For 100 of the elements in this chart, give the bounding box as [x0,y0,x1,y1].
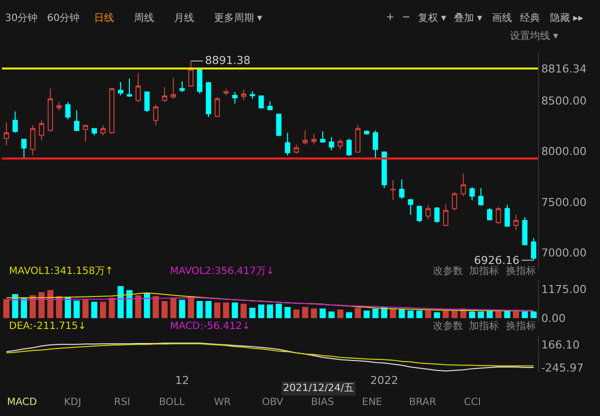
bar [82,300,89,318]
text: 叠加 ▾ [454,12,482,24]
bar [337,309,344,318]
bar [47,290,54,318]
line-series [6,297,534,311]
bar [408,310,414,318]
candlestick [240,88,246,101]
candlestick [469,186,475,201]
candlestick [162,86,168,103]
candlestick [144,90,150,113]
annotation: 换指标 [506,265,536,277]
candlestick [153,104,158,126]
candlestick [294,144,300,154]
bar [416,310,422,318]
y-tick-label: 1175.00 [541,282,587,296]
x-tick-label: 12 [175,374,190,388]
candlestick [206,81,212,118]
candlestick [12,110,18,134]
text: KDJ [64,397,82,408]
bar [135,295,142,318]
candlestick [443,204,448,227]
candlestick [232,92,238,104]
y-tick-label: -245.97 [541,362,584,375]
bar [240,304,247,318]
bar [310,308,318,318]
annotation: 改参数 [433,320,463,332]
candlestick [338,138,343,150]
bar [258,304,264,318]
candlestick [311,133,317,146]
bar [320,308,326,318]
y-tick-label: 8816.34 [541,62,587,76]
candlestick [390,180,396,201]
bar [170,298,176,318]
candlestick [21,138,27,160]
candlestick [197,68,202,94]
bar [91,302,98,318]
annotation: 换指标 [506,320,536,332]
y-tick-label: 8500.00 [541,94,587,108]
bar [495,311,502,318]
bar [108,298,115,318]
candlestick [179,80,185,93]
bar [100,302,106,318]
bar [530,311,537,318]
candlestick [530,238,536,261]
candlestick [223,88,229,96]
text: 设置均线 ▾ [510,30,558,42]
text: 日线 [94,12,114,24]
candlestick [250,90,256,100]
candlestick [522,216,528,246]
bar [118,286,124,318]
candlestick [4,122,10,146]
candlestick [346,138,352,157]
text: 隐藏 ▸▸ [550,12,584,24]
candlestick [109,88,114,134]
candlestick [382,150,387,189]
candlestick [48,88,53,132]
text: + [386,12,394,23]
candlestick [355,124,361,154]
annotation: 加指标 [469,320,499,332]
candlestick [74,110,80,132]
candlestick [38,120,44,141]
bar [478,311,484,318]
y-tick-label: 7500.00 [541,196,587,209]
bar [354,308,361,318]
candlestick [434,206,440,224]
text: ENE [362,397,382,408]
candlestick [284,132,290,156]
text: 周线 [134,12,154,24]
text: OBV [262,397,284,408]
bar [249,308,256,318]
bar [126,290,132,318]
bar [451,310,458,318]
bar [346,312,352,318]
bar [161,301,168,318]
candlestick [56,102,62,111]
bar [144,292,150,318]
series-label: MAVOL1:341.158万↑ [9,266,114,277]
bar [3,299,10,318]
text: CCI [464,397,481,408]
bar [222,302,230,318]
text: RSI [114,397,130,408]
text: 更多周期 ▾ [214,12,262,24]
bar [214,302,220,318]
bar [30,295,36,318]
candlestick [136,72,141,103]
candlestick [478,188,484,206]
bar [266,304,274,318]
candlestick [214,96,220,118]
text: 30分钟 [5,12,38,24]
candlestick [416,204,422,223]
bar [74,300,80,318]
bar [364,310,370,318]
bar [425,310,432,318]
bar [522,311,528,318]
bar [302,306,308,318]
y-tick-label: 166.10 [541,338,580,352]
bar [232,302,238,318]
candlestick [30,124,36,156]
candlestick [399,178,404,200]
text: − [402,12,410,23]
